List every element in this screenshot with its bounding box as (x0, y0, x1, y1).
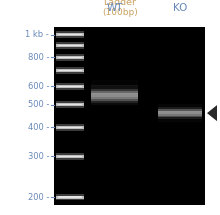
Bar (58, 70, 82, 71)
Bar (91, 97, 138, 103)
Bar (58, 104, 82, 105)
Text: 300 -: 300 - (28, 152, 49, 161)
Text: 200 -: 200 - (28, 193, 49, 202)
Bar (58, 45, 82, 46)
Bar (56, 31, 84, 38)
Bar (91, 80, 138, 86)
Bar (56, 155, 84, 158)
Bar (158, 109, 202, 114)
Polygon shape (207, 105, 217, 121)
Bar (58, 34, 82, 35)
Bar (58, 197, 82, 198)
Bar (91, 93, 138, 99)
Text: 1 kb -: 1 kb - (25, 30, 49, 39)
Text: (100bp): (100bp) (102, 8, 138, 17)
Bar (56, 85, 84, 88)
Bar (158, 114, 202, 119)
Bar (56, 33, 84, 36)
Bar (91, 100, 138, 105)
Bar (56, 153, 84, 160)
Bar (158, 112, 202, 117)
Bar (91, 89, 138, 94)
Bar (56, 124, 84, 131)
Text: Ladder: Ladder (103, 0, 136, 7)
Bar (158, 104, 202, 109)
Bar (158, 111, 202, 116)
Bar (58, 126, 82, 128)
Text: 400 -: 400 - (28, 123, 49, 132)
Bar (56, 196, 84, 198)
Bar (58, 57, 82, 58)
Bar (58, 155, 82, 157)
Bar (56, 44, 84, 47)
Text: 500 -: 500 - (28, 100, 49, 109)
Bar (56, 69, 84, 72)
Bar (58, 86, 82, 87)
Bar (56, 101, 84, 108)
Bar (91, 91, 138, 97)
Bar (158, 107, 202, 112)
Bar (56, 54, 84, 61)
Text: WT: WT (106, 3, 123, 13)
Bar (54, 27, 205, 205)
Bar (56, 126, 84, 129)
Bar (56, 103, 84, 106)
Bar (56, 194, 84, 201)
Bar (56, 83, 84, 90)
Bar (56, 67, 84, 74)
Bar (91, 95, 138, 101)
Text: 600 -: 600 - (28, 82, 49, 91)
Bar (158, 117, 202, 122)
Bar (56, 42, 84, 49)
Bar (56, 56, 84, 59)
Text: KO: KO (173, 3, 187, 13)
Bar (91, 85, 138, 91)
Text: 800 -: 800 - (28, 53, 49, 62)
